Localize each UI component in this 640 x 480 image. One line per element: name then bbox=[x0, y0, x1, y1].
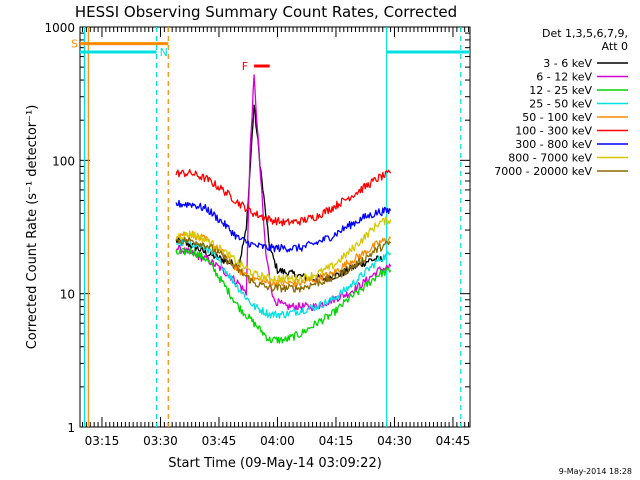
legend-title: Det 1,3,5,6,7,9, bbox=[542, 27, 628, 40]
flag-bars: S N F bbox=[71, 38, 470, 73]
series-line-6 bbox=[175, 199, 392, 253]
y-axis-label: Corrected Count Rate (s⁻¹ detector⁻¹) bbox=[25, 105, 40, 350]
y-tick-label: 100 bbox=[52, 154, 75, 168]
series-line-8 bbox=[175, 236, 392, 293]
x-axis: 03:15 03:30 03:45 04:00 04:15 04:30 04:45 bbox=[81, 27, 471, 448]
series-line-2 bbox=[175, 247, 392, 344]
y-tick-label: 1000 bbox=[44, 21, 75, 35]
x-axis-label: Start Time (09-May-14 03:09:22) bbox=[168, 456, 382, 471]
legend-attenuator: Att 0 bbox=[602, 40, 628, 53]
legend-entry-label: 25 - 50 keV bbox=[529, 98, 592, 111]
chart-title: HESSI Observing Summary Count Rates, Cor… bbox=[75, 3, 457, 21]
data-series bbox=[175, 74, 392, 344]
y-axis: 1 10 100 1000 bbox=[44, 21, 470, 435]
legend-entry-label: 12 - 25 keV bbox=[529, 84, 592, 97]
interval-markers bbox=[83, 27, 462, 427]
series-line-0 bbox=[175, 104, 384, 283]
legend-entry-label: 7000 - 20000 keV bbox=[494, 165, 592, 178]
legend-entry-label: 3 - 6 keV bbox=[543, 57, 592, 70]
y-tick-label: 10 bbox=[60, 288, 75, 302]
x-tick-label: 04:15 bbox=[319, 434, 354, 448]
saa-flag-label: S bbox=[71, 38, 78, 51]
x-tick-label: 03:30 bbox=[143, 434, 178, 448]
x-tick-label: 03:15 bbox=[85, 434, 120, 448]
x-tick-label: 04:45 bbox=[436, 434, 471, 448]
x-tick-label: 04:00 bbox=[260, 434, 295, 448]
legend-entry-label: 800 - 7000 keV bbox=[508, 152, 592, 165]
x-tick-label: 04:30 bbox=[377, 434, 412, 448]
legend-entry-label: 50 - 100 keV bbox=[522, 111, 592, 124]
series-line-1 bbox=[175, 74, 392, 312]
series-line-7 bbox=[175, 216, 392, 284]
footer-timestamp: 9-May-2014 18:28 bbox=[559, 467, 632, 476]
x-tick-label: 03:45 bbox=[202, 434, 237, 448]
legend-entry-label: 6 - 12 keV bbox=[536, 71, 592, 84]
legend-entry-label: 300 - 800 keV bbox=[515, 138, 592, 151]
plot-frame bbox=[79, 26, 471, 428]
series-line-3 bbox=[175, 238, 392, 319]
night-flag-label: N bbox=[160, 46, 168, 59]
flare-flag-label: F bbox=[242, 60, 248, 73]
series-line-5 bbox=[175, 168, 392, 227]
legend-entry-label: 100 - 300 keV bbox=[515, 125, 592, 138]
y-tick-label: 1 bbox=[67, 421, 75, 435]
